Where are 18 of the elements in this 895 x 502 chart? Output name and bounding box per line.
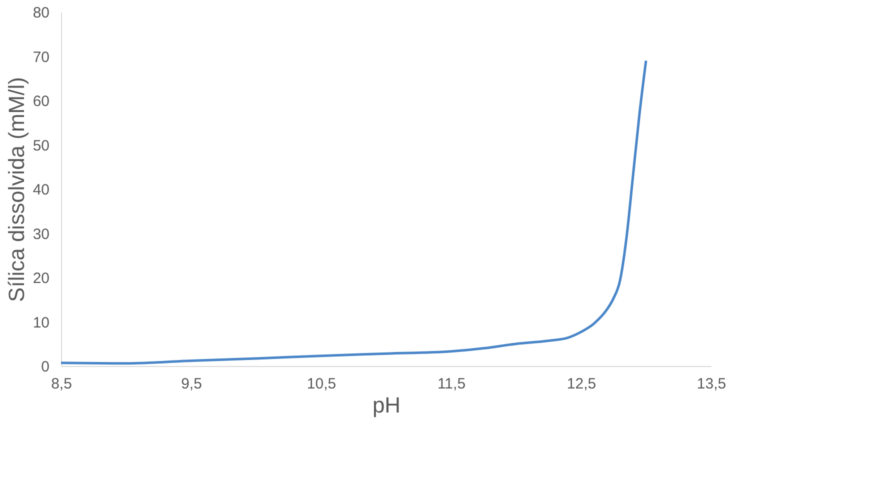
x-axis-title: pH xyxy=(372,392,401,418)
y-tick-label: 50 xyxy=(32,137,50,154)
y-tick-label: 10 xyxy=(32,314,50,332)
x-tick-label: 12,5 xyxy=(566,376,596,392)
y-tick-label: 30 xyxy=(32,226,50,243)
y-tick-label: 80 xyxy=(32,4,50,22)
x-tick-label: 10,5 xyxy=(306,376,336,392)
y-tick-label: 40 xyxy=(32,182,50,198)
x-tick-label: 8,5 xyxy=(51,376,72,392)
x-tick-label: 13,5 xyxy=(696,376,726,392)
y-tick-label: 0 xyxy=(41,358,50,376)
y-tick-label: 60 xyxy=(32,93,50,110)
line-series xyxy=(60,59,648,365)
y-tick-label: 20 xyxy=(32,270,50,287)
x-tick-label: 9,5 xyxy=(181,376,202,392)
y-axis-title: Sílica dissolvida (mM/l) xyxy=(4,77,29,302)
x-tick-label: 11,5 xyxy=(437,376,466,392)
y-tick-label: 70 xyxy=(32,48,50,66)
